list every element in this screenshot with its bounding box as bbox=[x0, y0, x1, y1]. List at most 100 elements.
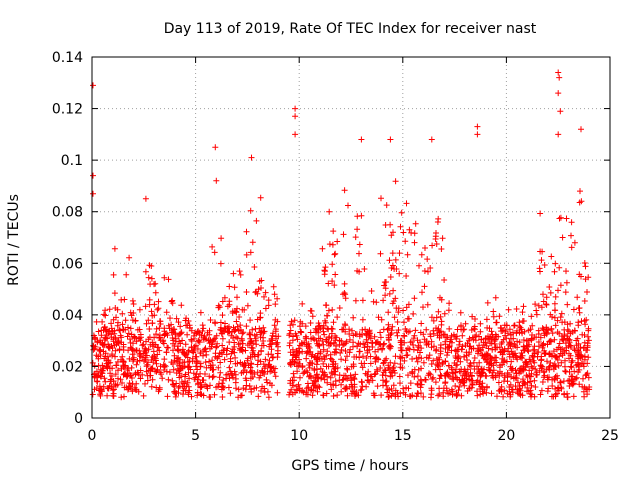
data-point bbox=[323, 352, 330, 359]
data-point bbox=[148, 275, 155, 282]
data-point bbox=[573, 342, 580, 349]
data-point bbox=[436, 354, 442, 361]
data-point bbox=[514, 389, 521, 396]
data-point bbox=[483, 342, 490, 349]
data-point bbox=[336, 305, 343, 311]
data-point bbox=[517, 324, 524, 331]
data-point bbox=[236, 345, 243, 352]
data-point bbox=[440, 331, 447, 338]
data-point bbox=[257, 194, 264, 201]
data-point bbox=[400, 385, 407, 392]
data-point bbox=[575, 369, 582, 375]
data-point bbox=[372, 339, 379, 346]
data-point bbox=[321, 369, 328, 376]
data-point bbox=[511, 322, 517, 329]
data-point bbox=[562, 289, 569, 296]
data-point bbox=[317, 350, 324, 357]
data-point bbox=[570, 380, 577, 387]
data-point bbox=[203, 383, 210, 390]
data-point bbox=[410, 342, 417, 348]
data-point bbox=[416, 262, 422, 269]
data-point bbox=[139, 371, 146, 378]
data-point bbox=[176, 370, 183, 377]
data-point bbox=[261, 328, 268, 335]
data-point bbox=[153, 360, 160, 367]
x-tick-label: 25 bbox=[601, 428, 619, 444]
data-point bbox=[569, 381, 576, 388]
data-point bbox=[262, 305, 269, 312]
data-point bbox=[393, 329, 400, 336]
data-point bbox=[418, 320, 425, 327]
y-tick-label: 0.02 bbox=[52, 359, 83, 375]
data-point bbox=[558, 359, 565, 366]
data-point bbox=[386, 290, 393, 297]
data-point bbox=[306, 364, 313, 371]
data-point bbox=[95, 328, 102, 335]
data-point bbox=[570, 393, 577, 400]
data-point bbox=[123, 373, 130, 380]
data-point bbox=[420, 393, 427, 400]
data-point bbox=[538, 257, 545, 264]
data-point bbox=[519, 330, 526, 337]
data-point bbox=[242, 375, 249, 382]
data-point bbox=[445, 307, 452, 314]
data-point bbox=[209, 374, 216, 381]
data-point bbox=[120, 358, 127, 365]
data-point bbox=[350, 339, 357, 346]
data-point bbox=[584, 289, 590, 295]
data-point bbox=[130, 301, 137, 307]
data-point bbox=[239, 330, 246, 337]
data-point bbox=[519, 309, 526, 316]
data-point bbox=[265, 362, 272, 369]
data-point bbox=[306, 373, 313, 380]
data-point bbox=[294, 348, 300, 355]
data-point bbox=[574, 294, 581, 301]
data-point bbox=[474, 363, 480, 370]
data-point bbox=[366, 379, 373, 385]
data-point bbox=[585, 337, 592, 344]
data-point bbox=[449, 369, 456, 376]
data-point bbox=[113, 314, 119, 321]
data-point bbox=[260, 361, 267, 368]
data-point bbox=[486, 336, 493, 343]
data-point bbox=[580, 375, 586, 382]
data-point bbox=[226, 283, 233, 290]
data-point bbox=[327, 351, 334, 358]
data-point bbox=[362, 326, 369, 333]
data-point bbox=[522, 358, 529, 365]
data-point bbox=[530, 347, 537, 354]
data-point bbox=[237, 322, 244, 329]
data-point bbox=[494, 370, 501, 377]
data-point bbox=[306, 349, 313, 356]
data-point bbox=[476, 368, 483, 375]
data-point bbox=[332, 333, 339, 339]
data-point bbox=[261, 293, 267, 300]
data-point bbox=[217, 260, 224, 267]
data-point bbox=[127, 325, 134, 332]
data-point bbox=[436, 385, 443, 392]
data-point bbox=[482, 339, 489, 346]
data-point bbox=[504, 373, 511, 380]
data-point bbox=[535, 327, 542, 334]
data-point bbox=[469, 381, 476, 387]
data-point bbox=[307, 329, 314, 336]
data-point bbox=[99, 388, 105, 395]
data-point bbox=[290, 382, 297, 389]
data-point bbox=[463, 371, 470, 378]
data-point bbox=[493, 319, 500, 326]
data-point bbox=[443, 385, 450, 392]
data-point bbox=[120, 326, 127, 333]
data-point bbox=[183, 315, 190, 322]
data-point bbox=[410, 310, 417, 317]
data-point bbox=[124, 386, 131, 393]
data-point bbox=[147, 341, 154, 348]
data-point bbox=[312, 353, 319, 360]
data-point bbox=[237, 359, 244, 366]
data-point bbox=[321, 376, 328, 383]
data-point bbox=[533, 369, 540, 376]
data-point bbox=[421, 268, 428, 274]
data-point bbox=[332, 271, 339, 278]
data-point bbox=[498, 325, 505, 332]
data-point bbox=[352, 234, 359, 241]
data-point bbox=[338, 388, 345, 395]
